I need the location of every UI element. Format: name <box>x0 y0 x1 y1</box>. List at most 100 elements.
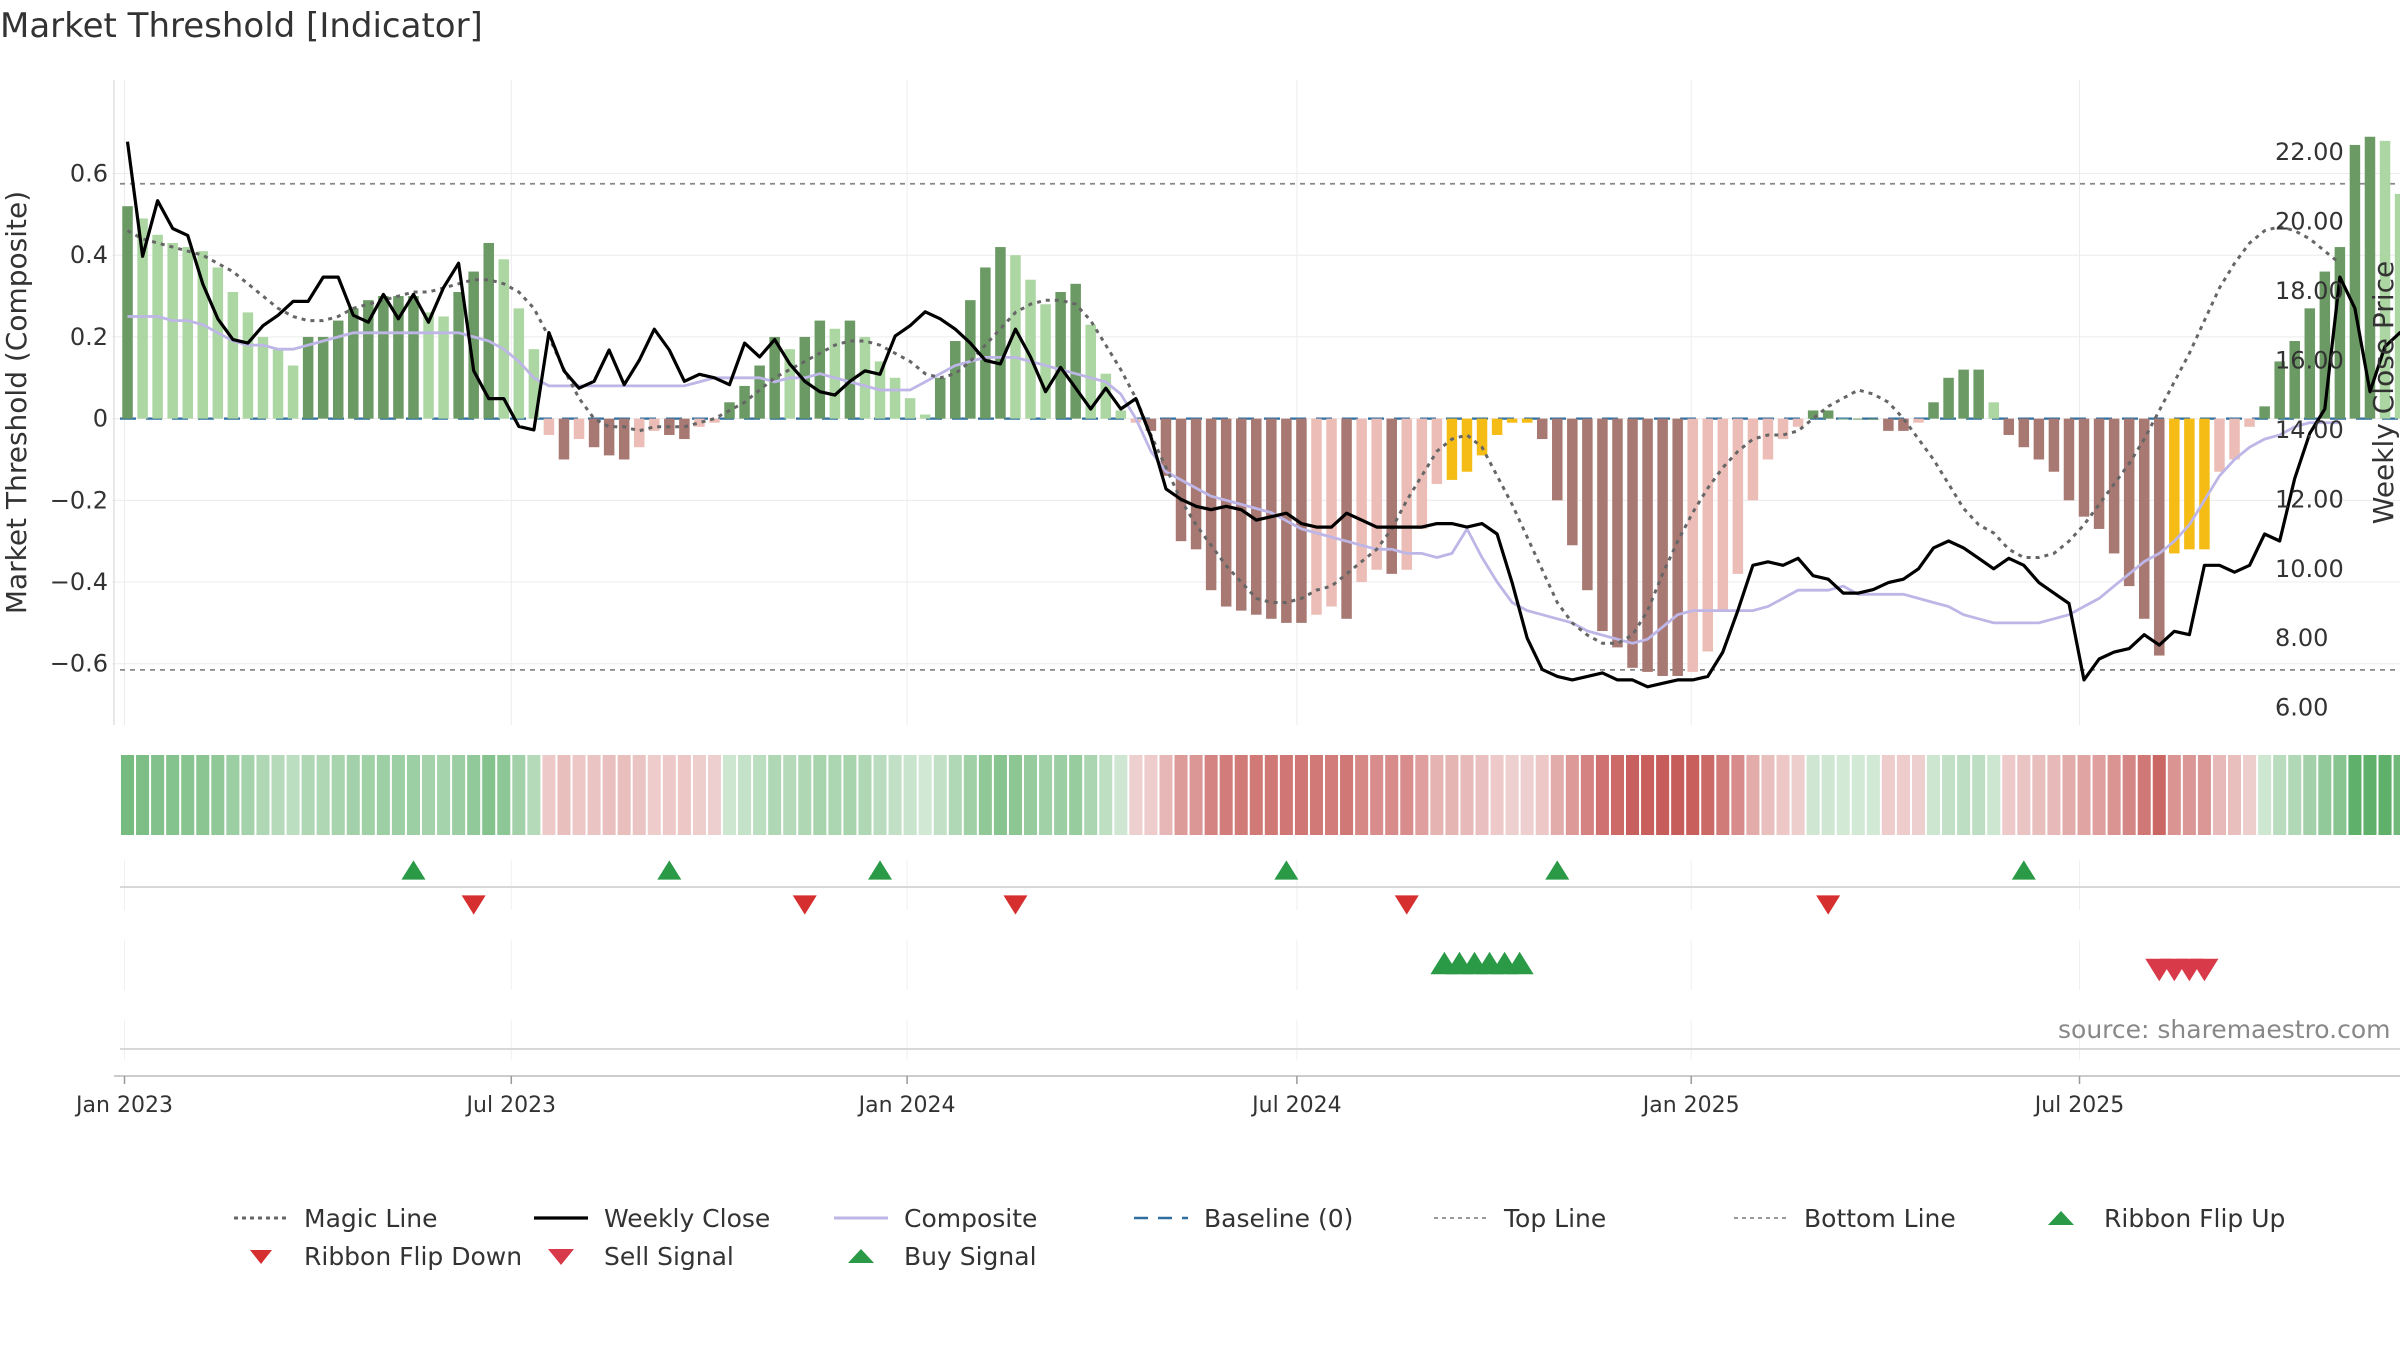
chart-canvas: 0.6 0.4 0.2 0 −0.2 −0.4 −0.6 22.00 20.00 18.00 16.… <box>0 80 2400 1118</box>
y-left-tick-label: 0.4 <box>70 241 108 269</box>
ribbon-cell <box>738 755 752 835</box>
legend-label: Composite <box>904 1203 1038 1233</box>
lavender-line-icon <box>834 1216 888 1220</box>
composite-bar <box>2349 144 2361 419</box>
magic-line <box>126 225 2341 645</box>
composite-bar <box>378 296 389 419</box>
y-right-axis-label: Weekly Close Price <box>2367 261 2400 524</box>
composite-bar <box>1491 418 1503 435</box>
ribbon-cell <box>181 755 195 835</box>
x-tick-label: Jan 2023 <box>74 1093 173 1118</box>
ribbon-cell <box>888 755 902 835</box>
ribbon-cell <box>196 755 210 835</box>
legend-label: Baseline (0) <box>1204 1203 1354 1233</box>
ribbon-cell <box>391 755 405 835</box>
ribbon-cell <box>1460 755 1474 835</box>
legend-item: Top Line <box>1430 1200 1606 1236</box>
ribbon-cell <box>1987 755 2001 835</box>
composite-bar <box>498 259 510 419</box>
ribbon-cell <box>512 755 526 835</box>
solid-line-icon <box>534 1216 588 1220</box>
ribbon-cell <box>1294 755 1308 835</box>
ribbon-cell <box>1400 755 1414 835</box>
ribbon-cell <box>1355 755 1369 835</box>
composite-bar <box>302 336 314 419</box>
composite-bar <box>1266 418 1277 619</box>
composite-bar <box>588 418 600 448</box>
composite-bar <box>1642 418 1653 672</box>
ribbon-cell <box>1761 755 1775 835</box>
sell-signal-marker <box>2190 958 2219 982</box>
composite-bar <box>1235 418 1247 611</box>
ribbon-cell <box>768 755 782 835</box>
ribbon-cell <box>422 755 436 835</box>
composite-bar <box>242 312 254 419</box>
ribbon-flip-up-marker <box>657 860 682 880</box>
composite-bar <box>950 341 961 419</box>
y-right-tick-label: 6.00 <box>2275 694 2328 722</box>
composite-bar <box>1446 418 1458 480</box>
composite-bar <box>889 377 901 419</box>
x-tick-label: Jan 2025 <box>1641 1093 1740 1118</box>
composite-bar <box>814 320 826 419</box>
ribbon-cell <box>1836 755 1850 835</box>
composite-bar <box>2048 418 2060 472</box>
ribbon-cell <box>1264 755 1278 835</box>
composite-bar <box>1070 283 1081 419</box>
ribbon-flip-down-marker <box>792 895 817 915</box>
ribbon-cell <box>753 755 767 835</box>
ribbon-cell <box>723 755 737 835</box>
composite-bar <box>348 308 359 419</box>
composite-bar <box>1326 418 1337 607</box>
y-right-tick-label: 22.00 <box>2275 138 2344 166</box>
composite-bar <box>227 291 239 419</box>
y-right-tick-label: 20.00 <box>2275 208 2344 236</box>
ribbon-cell <box>1580 755 1594 835</box>
ribbon-cell <box>226 755 240 835</box>
composite-bar <box>754 365 765 419</box>
ribbon-cell <box>873 755 887 835</box>
y-left-tick-label: −0.2 <box>50 486 108 514</box>
composite-bar <box>1160 418 1172 476</box>
composite-bar <box>2304 308 2316 419</box>
ribbon-cell <box>632 755 646 835</box>
composite-bar <box>1627 418 1638 668</box>
legend-item: Bottom Line <box>1730 1200 1956 1236</box>
y-left-axis-label: Market Threshold (Composite) <box>0 191 33 614</box>
ribbon-cell <box>286 755 300 835</box>
ribbon-cell <box>1129 755 1143 835</box>
composite-bar <box>1807 410 1819 419</box>
ribbon-cell <box>918 755 932 835</box>
ribbon-cell <box>978 755 992 835</box>
chart-title: Market Threshold [Indicator] <box>0 6 483 46</box>
composite-bar <box>1085 324 1096 419</box>
x-tick-label: Jul 2024 <box>1250 1093 1342 1118</box>
composite-bar <box>1732 418 1744 574</box>
composite-bar <box>272 349 284 419</box>
ribbon-cell <box>361 755 375 835</box>
composite-bar <box>468 271 479 419</box>
ribbon-cell <box>1159 755 1173 835</box>
composite-bar <box>543 418 555 435</box>
y-right-tick-label: 16.00 <box>2275 346 2344 374</box>
composite-bar <box>919 414 931 419</box>
composite-bar <box>453 291 464 419</box>
ribbon-cell <box>1656 755 1670 835</box>
composite-bar <box>438 316 449 419</box>
ribbon-cell <box>497 755 511 835</box>
composite-bar <box>2334 247 2346 419</box>
composite-bar <box>1792 418 1804 427</box>
ribbon-cell <box>1866 755 1880 835</box>
legend-item: Weekly Close <box>530 1200 770 1236</box>
ribbon-cell <box>1475 755 1489 835</box>
y-left-tick-label: 0.6 <box>70 160 108 188</box>
composite-bar <box>2229 418 2240 460</box>
ribbon-cell <box>452 755 466 835</box>
ribbon-cell <box>1791 755 1805 835</box>
composite-bar <box>2154 418 2165 656</box>
composite-bar <box>1025 279 1036 419</box>
composite-bar <box>1040 304 1051 419</box>
legend-label: Ribbon Flip Down <box>304 1241 523 1271</box>
ribbon-cell <box>166 755 180 835</box>
composite-bar <box>1476 418 1488 456</box>
